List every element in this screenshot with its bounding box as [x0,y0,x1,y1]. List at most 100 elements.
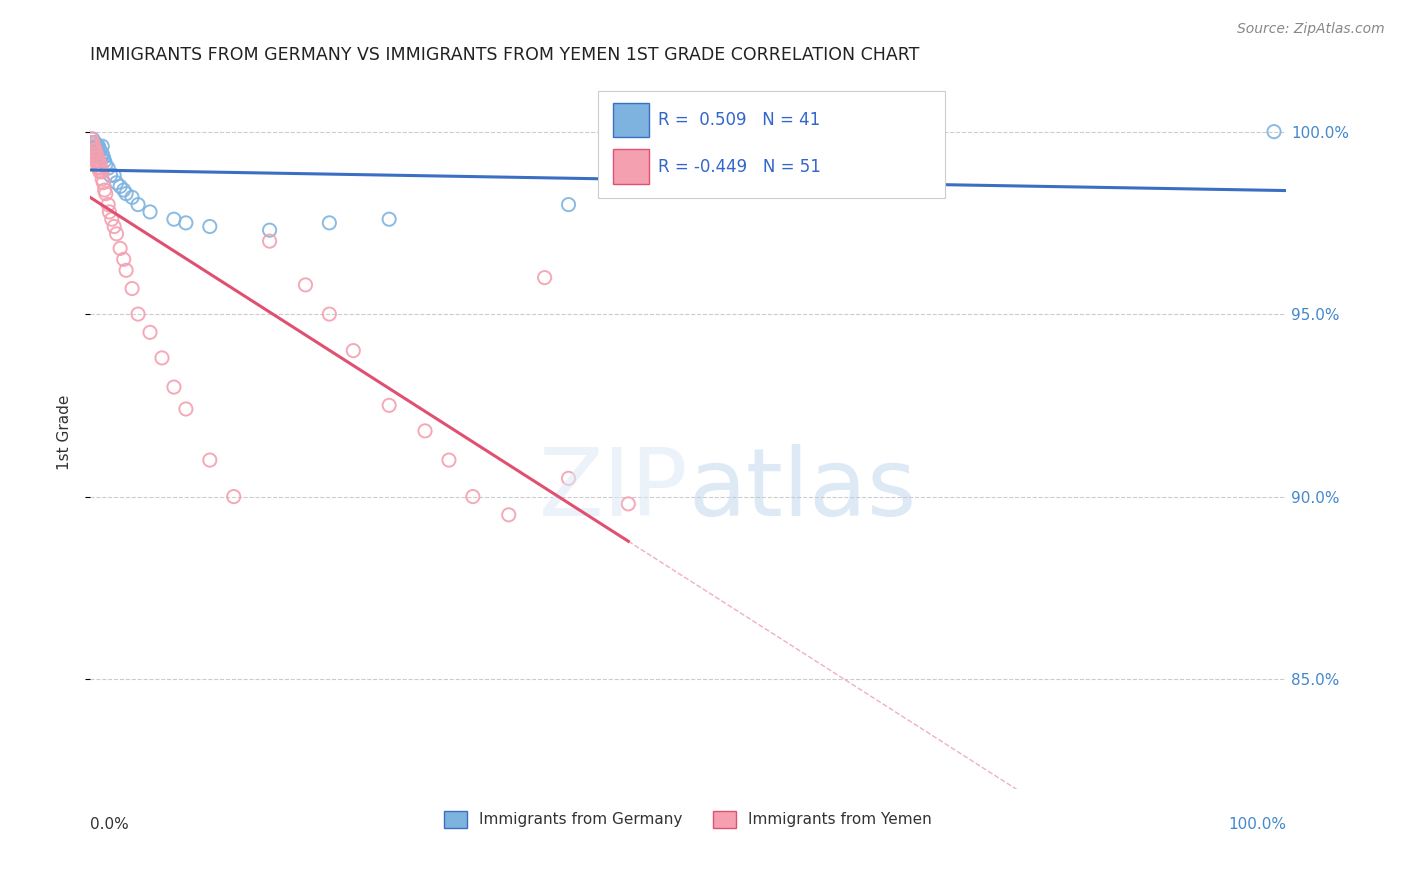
Point [84,150,107,164]
Point [198,453,221,467]
FancyBboxPatch shape [599,91,945,198]
Point [198,219,221,234]
Point [93,150,115,164]
Point [557,471,579,485]
Point [82,132,104,146]
Point [112,183,135,197]
Text: R = -0.449   N = 51: R = -0.449 N = 51 [658,158,821,176]
Point [174,402,197,417]
Point [533,270,555,285]
Point [1263,125,1285,139]
Point [84,146,107,161]
Point [97,161,120,175]
Point [498,508,520,522]
Point [87,161,110,175]
FancyBboxPatch shape [613,103,648,137]
Point [91,146,114,161]
Point [91,172,114,186]
Point [93,183,115,197]
Point [83,136,105,150]
Point [318,307,340,321]
Point [87,146,110,161]
Point [98,205,121,219]
Point [139,205,162,219]
Point [83,143,105,157]
Point [100,169,122,183]
Point [83,139,105,153]
Point [127,197,149,211]
Point [105,176,128,190]
Point [94,157,117,171]
Point [80,136,103,150]
Point [91,165,114,179]
Point [82,139,104,153]
Point [89,143,111,157]
Point [82,136,104,150]
Point [222,490,245,504]
Point [115,186,138,201]
Point [82,139,104,153]
Point [86,150,108,164]
Point [112,252,135,267]
Point [108,179,131,194]
Point [89,165,111,179]
Point [121,190,143,204]
Point [915,179,938,194]
Point [86,146,108,161]
Point [557,197,579,211]
Point [103,219,125,234]
Text: 0.0%: 0.0% [90,817,129,832]
Point [103,169,125,183]
Point [84,143,107,157]
Point [115,263,138,277]
Point [97,197,120,211]
Point [86,157,108,171]
Point [84,139,107,153]
Text: 100.0%: 100.0% [1227,817,1286,832]
Point [105,227,128,241]
Text: R =  0.509   N = 41: R = 0.509 N = 41 [658,112,821,129]
Text: IMMIGRANTS FROM GERMANY VS IMMIGRANTS FROM YEMEN 1ST GRADE CORRELATION CHART: IMMIGRANTS FROM GERMANY VS IMMIGRANTS FR… [90,46,920,64]
Point [93,153,115,168]
Point [139,326,162,340]
Y-axis label: 1st Grade: 1st Grade [58,395,72,470]
Point [84,139,107,153]
Point [163,380,186,394]
Point [342,343,364,358]
Point [378,398,401,412]
Point [174,216,197,230]
Text: ZIP: ZIP [538,443,688,535]
FancyBboxPatch shape [613,150,648,184]
Text: atlas: atlas [688,443,917,535]
Point [90,150,112,164]
Point [89,157,111,171]
Point [108,241,131,255]
Point [87,153,110,168]
Point [437,453,460,467]
Point [91,139,114,153]
Point [90,161,112,175]
Point [80,136,103,150]
Point [378,212,401,227]
Point [294,277,316,292]
Point [86,139,108,153]
Point [84,136,107,150]
Point [82,143,104,157]
Point [80,132,103,146]
Point [259,223,281,237]
Point [84,153,107,168]
Point [163,212,186,227]
Point [461,490,484,504]
Point [84,143,107,157]
Point [318,216,340,230]
Point [617,497,640,511]
Point [93,176,115,190]
Point [100,212,122,227]
Point [121,281,143,295]
Point [259,234,281,248]
Point [87,139,110,153]
Text: Source: ZipAtlas.com: Source: ZipAtlas.com [1237,22,1385,37]
Point [413,424,436,438]
Legend: Immigrants from Germany, Immigrants from Yemen: Immigrants from Germany, Immigrants from… [439,805,938,834]
Point [150,351,173,365]
